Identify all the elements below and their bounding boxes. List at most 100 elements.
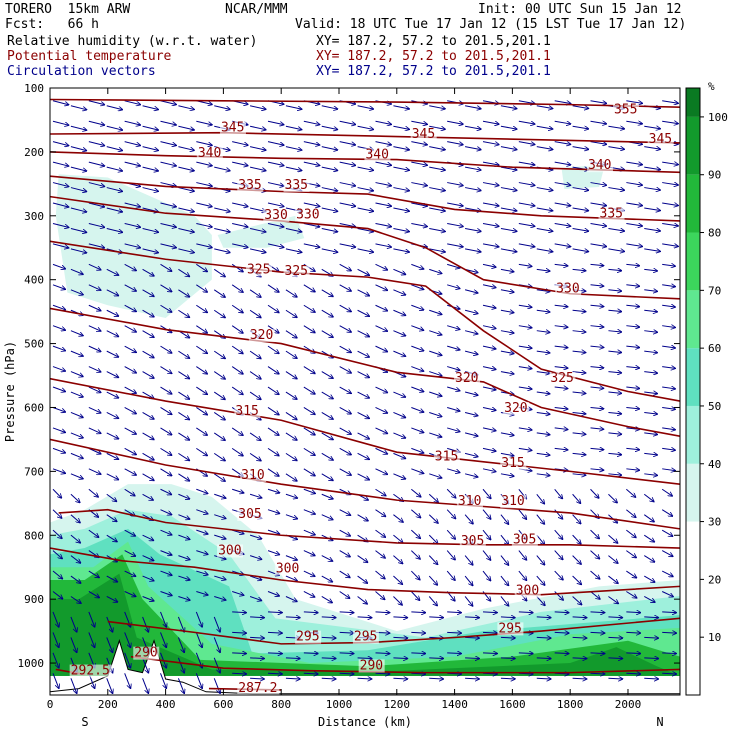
vector-arrow xyxy=(232,141,248,146)
vector-arrow xyxy=(464,350,478,354)
vector-arrow xyxy=(608,228,624,231)
vector-arrow xyxy=(285,493,297,498)
vector-arrow xyxy=(626,488,635,497)
vector-arrow xyxy=(160,345,172,353)
vector-arrow xyxy=(160,120,177,125)
vector-arrow xyxy=(213,412,225,419)
vector-arrow xyxy=(393,146,409,150)
vector-arrow xyxy=(303,550,315,556)
theta-label: 355 xyxy=(614,103,637,118)
vector-arrow xyxy=(160,366,172,374)
theta-label: 305 xyxy=(461,534,484,549)
vector-arrow xyxy=(267,202,284,206)
vector-arrow xyxy=(518,120,535,124)
vector-arrow xyxy=(52,447,65,452)
vector-arrow xyxy=(160,570,172,575)
vector-arrow xyxy=(662,264,675,266)
vector-arrow xyxy=(626,101,642,104)
vector-arrow xyxy=(339,612,354,613)
colorbar-swatch xyxy=(686,348,700,406)
vector-arrow xyxy=(231,284,243,292)
vector-arrow xyxy=(357,391,370,398)
vector-arrow xyxy=(249,248,266,252)
vector-arrow xyxy=(662,223,678,225)
vector-arrow xyxy=(393,268,405,274)
vector-arrow xyxy=(536,331,550,333)
vector-arrow xyxy=(500,269,514,271)
vector-arrow xyxy=(500,617,515,618)
vector-arrow xyxy=(52,222,69,227)
vector-arrow xyxy=(124,243,141,248)
vector-arrow xyxy=(303,468,315,476)
vector-arrow xyxy=(536,433,550,435)
vector-arrow xyxy=(429,617,443,618)
vector-arrow xyxy=(88,161,105,166)
vector-arrow xyxy=(429,268,441,273)
vector-arrow xyxy=(142,268,154,276)
vector-arrow xyxy=(285,289,297,297)
vector-arrow xyxy=(429,207,445,211)
theta-label: 300 xyxy=(516,584,539,599)
vector-arrow xyxy=(429,248,445,252)
vector-arrow xyxy=(303,386,315,394)
y-tick-label: 200 xyxy=(24,146,44,159)
vector-arrow xyxy=(195,673,202,688)
vector-arrow xyxy=(554,141,571,145)
vector-arrow xyxy=(536,453,550,455)
vector-arrow xyxy=(661,488,672,496)
vector-arrow xyxy=(536,207,553,211)
theta-label: 305 xyxy=(513,533,536,548)
vector-arrow xyxy=(572,453,586,454)
theta-line xyxy=(50,175,680,222)
vector-arrow xyxy=(196,386,207,394)
vector-arrow xyxy=(375,509,386,517)
vector-arrow xyxy=(411,161,427,165)
vector-arrow xyxy=(590,203,607,206)
vector-arrow xyxy=(482,367,496,370)
vector-arrow xyxy=(213,678,220,693)
vector-arrow xyxy=(644,228,660,230)
vector-arrow xyxy=(554,326,568,328)
vector-arrow xyxy=(267,653,282,654)
theta-label: 310 xyxy=(458,494,481,509)
vector-arrow xyxy=(428,596,437,605)
vector-arrow xyxy=(375,222,392,226)
vector-arrow xyxy=(303,570,315,576)
vector-arrow xyxy=(267,632,282,633)
theta-label: 345 xyxy=(412,127,435,142)
vector-arrow xyxy=(70,555,81,563)
vector-arrow xyxy=(178,514,189,519)
vector-arrow xyxy=(500,678,515,679)
theta-label: 345 xyxy=(649,132,672,147)
vector-arrow xyxy=(52,407,65,411)
vector-arrow xyxy=(518,222,535,226)
vector-arrow xyxy=(285,105,302,109)
vector-arrow xyxy=(124,304,136,311)
vector-arrow xyxy=(249,227,266,231)
vector-arrow xyxy=(482,529,491,539)
vector-arrow xyxy=(124,141,141,146)
vector-arrow xyxy=(464,575,473,585)
theta-label-bg xyxy=(196,147,223,161)
colorbar-tick-label: 10 xyxy=(708,631,721,644)
vector-arrow xyxy=(644,310,657,312)
vector-arrow xyxy=(142,166,159,171)
vector-arrow xyxy=(465,617,479,618)
vector-arrow xyxy=(339,345,351,352)
vector-arrow xyxy=(285,248,302,252)
vector-arrow xyxy=(644,167,660,169)
theta-label-bg xyxy=(514,584,541,598)
colorbar-swatch xyxy=(686,290,700,349)
vector-arrow xyxy=(393,166,409,170)
vector-arrow xyxy=(590,326,604,327)
vector-arrow xyxy=(249,452,261,460)
vector-arrow xyxy=(500,310,514,312)
vector-arrow xyxy=(608,617,622,618)
vector-arrow xyxy=(177,637,184,652)
vector-arrow xyxy=(429,350,441,355)
vector-arrow xyxy=(644,617,658,618)
vector-arrow xyxy=(608,474,621,475)
x-tick-label: 1000 xyxy=(326,698,353,711)
vector-arrow xyxy=(447,612,461,613)
vector-arrow xyxy=(572,514,581,524)
